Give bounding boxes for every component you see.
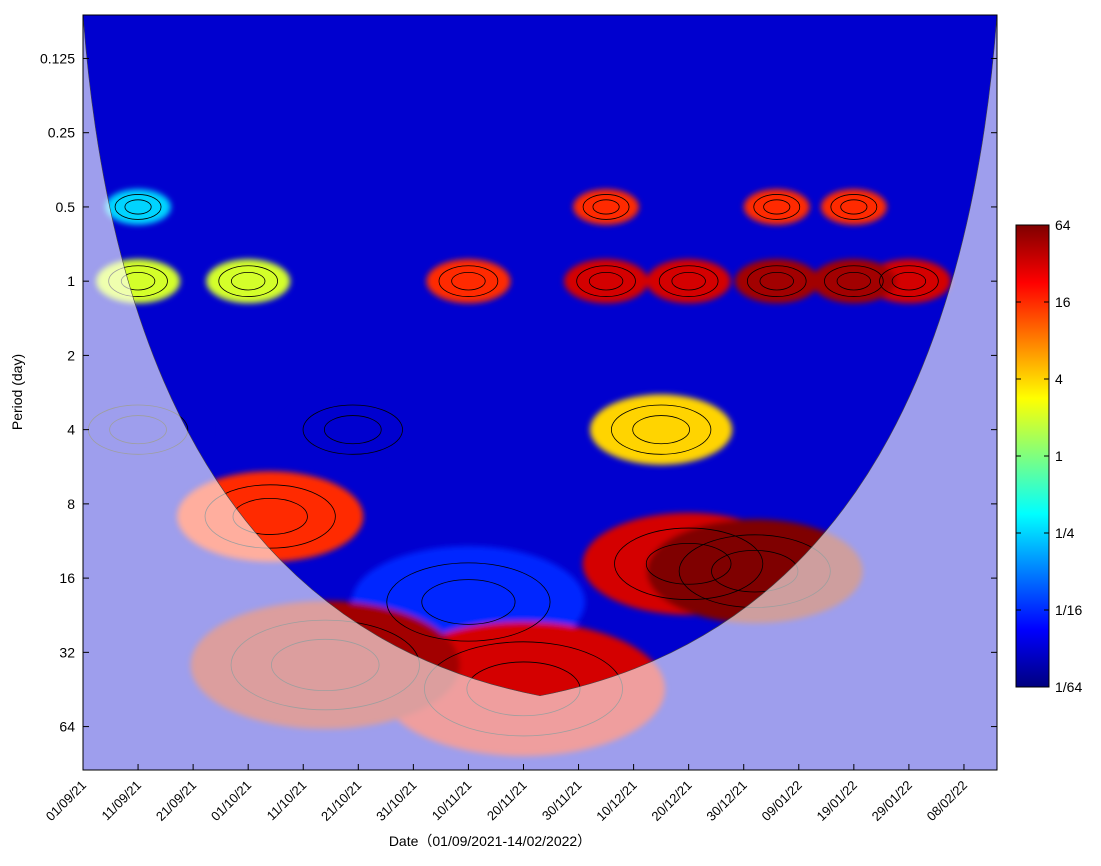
x-tick-label: 30/12/21 [703,778,749,824]
power-contour [302,404,403,455]
colorbar-tick-label: 1/16 [1055,602,1082,618]
power-contour [610,404,712,455]
power-contour [753,194,801,220]
power-contour [759,271,794,291]
plot-area [83,15,997,770]
plot-frame [82,14,998,771]
x-tick-label: 20/12/21 [648,778,694,824]
colorbar-tick-label: 4 [1055,371,1063,387]
power-contour [124,199,152,215]
x-tick-label: 19/01/22 [814,778,860,824]
x-tick-label: 31/10/21 [373,778,419,824]
cone-of-influence-line [83,15,997,697]
x-axis-label: Date（01/09/2021-14/02/2022） [389,833,591,849]
power-contour [614,527,764,600]
y-tick-label: 0.25 [48,125,75,141]
power-contour [836,271,872,291]
power-contour [891,271,927,291]
power-contour [879,265,939,297]
x-tick-label: 20/11/21 [484,778,530,824]
power-contour [114,194,162,220]
x-tick-label: 30/11/21 [539,778,585,824]
colorbar-tick-label: 16 [1055,294,1071,310]
y-tick-label: 8 [67,496,75,512]
y-tick-label: 4 [67,422,75,438]
power-contour [582,194,630,220]
power-contour [763,199,791,215]
x-tick-label: 11/09/21 [98,778,144,824]
power-contour [323,415,382,445]
x-tick-label: 09/01/22 [759,778,805,824]
power-contour [592,199,620,215]
x-tick-label: 10/12/21 [593,778,639,824]
power-contour [830,194,878,220]
y-axis-label: Period (day) [9,354,25,430]
power-contour [218,265,278,297]
power-contour [451,271,486,291]
y-tick-label: 0.5 [56,199,76,215]
power-contour [438,265,499,297]
power-contour [230,271,266,291]
y-tick-label: 2 [67,347,75,363]
colorbar-ticks: 64 16 4 1 1/4 1/16 1/64 [1016,217,1082,695]
cone-of-influence-shading [83,15,997,770]
x-tick-label: 10/11/21 [429,778,475,824]
x-tick-label: 21/09/21 [153,778,199,824]
colorbar-tick-label: 1 [1055,448,1063,464]
power-contour [658,265,719,297]
y-axis: 0.125 0.25 0.5 1 2 4 8 16 32 64 [40,50,997,735]
colorbar-tick-label: 64 [1055,217,1071,233]
power-contour [632,415,690,445]
power-contour [671,271,706,291]
x-tick-label: 08/02/22 [924,778,970,824]
power-contour [746,265,807,297]
power-contour [386,562,551,642]
x-tick-label: 11/10/21 [264,778,310,824]
x-tick-label: 21/10/21 [318,778,364,824]
power-contour [421,579,516,625]
colorbar: 64 16 4 1 1/4 1/16 1/64 [1015,217,1082,695]
y-tick-label: 64 [59,719,75,735]
x-tick-label: 01/09/21 [43,778,89,824]
colorbar-tick-label: 1/4 [1055,525,1075,541]
y-tick-label: 0.125 [40,50,75,66]
y-tick-label: 16 [59,570,75,586]
x-tick-label: 29/01/22 [869,778,915,824]
x-axis: 01/09/21 11/09/21 21/09/21 01/10/21 11/10/21… [43,764,970,824]
y-tick-label: 1 [67,273,75,289]
power-contour [824,265,884,297]
x-tick-label: 01/10/21 [208,778,254,824]
power-contour [840,199,868,215]
power-contour [645,542,732,585]
colorbar-tick-label: 1/64 [1055,679,1082,695]
power-contour [576,265,636,297]
power-contour [588,271,624,291]
y-tick-label: 32 [59,644,75,660]
